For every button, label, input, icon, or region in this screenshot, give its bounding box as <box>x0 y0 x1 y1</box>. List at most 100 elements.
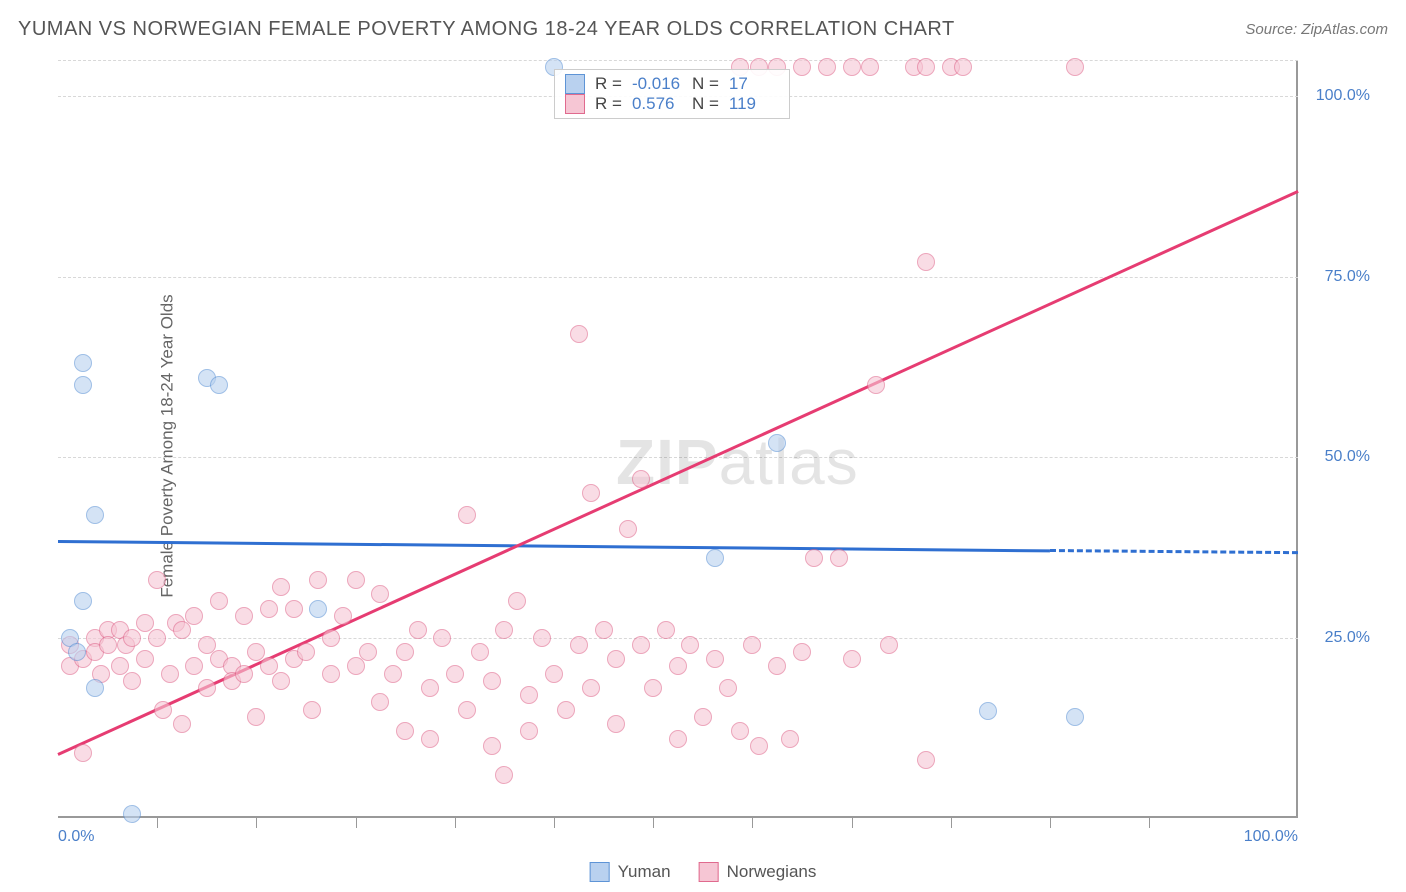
scatter-point <box>483 672 501 690</box>
y-tick-label: 75.0% <box>1325 268 1370 286</box>
scatter-point <box>570 636 588 654</box>
stats-row: R = 0.576 N = 119 <box>565 94 779 114</box>
scatter-point <box>706 650 724 668</box>
legend-swatch-norwegians <box>699 862 719 882</box>
stats-r-label: R = <box>595 74 622 94</box>
scatter-point <box>861 58 879 76</box>
scatter-point <box>917 253 935 271</box>
stats-swatch <box>565 74 585 94</box>
scatter-point <box>74 744 92 762</box>
grid-line <box>58 60 1298 61</box>
scatter-point <box>458 506 476 524</box>
x-tick <box>554 818 555 828</box>
scatter-point <box>74 376 92 394</box>
scatter-point <box>880 636 898 654</box>
x-tick <box>852 818 853 828</box>
scatter-point <box>272 672 290 690</box>
stats-n-label: N = <box>692 74 719 94</box>
source-value: ZipAtlas.com <box>1301 21 1388 38</box>
scatter-point <box>694 708 712 726</box>
scatter-point <box>185 607 203 625</box>
scatter-point <box>173 715 191 733</box>
scatter-point <box>495 621 513 639</box>
stats-n-value: 119 <box>729 94 779 114</box>
scatter-point <box>917 751 935 769</box>
scatter-point <box>74 354 92 372</box>
scatter-point <box>409 621 427 639</box>
scatter-point <box>322 629 340 647</box>
scatter-point <box>570 325 588 343</box>
x-tick <box>356 818 357 828</box>
scatter-point <box>210 592 228 610</box>
x-axis-line <box>58 816 1298 818</box>
x-tick-label: 0.0% <box>58 828 94 846</box>
scatter-point <box>595 621 613 639</box>
scatter-point <box>347 571 365 589</box>
header-row: YUMAN VS NORWEGIAN FEMALE POVERTY AMONG … <box>18 18 1388 41</box>
scatter-point <box>297 643 315 661</box>
scatter-point <box>731 722 749 740</box>
scatter-point <box>99 636 117 654</box>
scatter-point <box>954 58 972 76</box>
scatter-point <box>446 665 464 683</box>
scatter-point <box>657 621 675 639</box>
scatter-point <box>235 665 253 683</box>
scatter-point <box>384 665 402 683</box>
scatter-point <box>607 650 625 668</box>
scatter-point <box>644 679 662 697</box>
x-tick <box>256 818 257 828</box>
scatter-point <box>86 679 104 697</box>
chart-plot-area: 25.0%50.0%75.0%100.0%0.0%100.0%ZIPatlasR… <box>58 60 1298 818</box>
scatter-point <box>557 701 575 719</box>
legend-label-yuman: Yuman <box>618 862 671 882</box>
trend-line <box>1050 549 1298 554</box>
scatter-point <box>706 549 724 567</box>
scatter-point <box>123 672 141 690</box>
legend-item-yuman: Yuman <box>590 862 671 882</box>
scatter-point <box>68 643 86 661</box>
scatter-point <box>260 600 278 618</box>
scatter-point <box>247 708 265 726</box>
scatter-point <box>161 665 179 683</box>
grid-line <box>58 638 1298 639</box>
stats-row: R = -0.016 N = 17 <box>565 74 779 94</box>
scatter-point <box>396 643 414 661</box>
scatter-point <box>1066 58 1084 76</box>
scatter-point <box>582 679 600 697</box>
scatter-point <box>843 650 861 668</box>
scatter-point <box>185 657 203 675</box>
scatter-point <box>198 679 216 697</box>
scatter-point <box>309 571 327 589</box>
y-axis-line <box>1296 60 1298 818</box>
scatter-point <box>768 434 786 452</box>
scatter-point <box>520 686 538 704</box>
scatter-point <box>681 636 699 654</box>
scatter-point <box>781 730 799 748</box>
x-tick <box>1050 818 1051 828</box>
scatter-point <box>359 643 377 661</box>
source-label: Source: <box>1245 21 1297 38</box>
scatter-point <box>148 571 166 589</box>
legend-swatch-yuman <box>590 862 610 882</box>
x-tick <box>1149 818 1150 828</box>
x-tick <box>752 818 753 828</box>
scatter-point <box>719 679 737 697</box>
scatter-point <box>669 657 687 675</box>
legend-label-norwegians: Norwegians <box>727 862 817 882</box>
scatter-point <box>805 549 823 567</box>
x-tick <box>455 818 456 828</box>
scatter-point <box>322 665 340 683</box>
scatter-point <box>334 607 352 625</box>
scatter-point <box>136 650 154 668</box>
scatter-point <box>458 701 476 719</box>
x-tick <box>951 818 952 828</box>
scatter-point <box>154 701 172 719</box>
scatter-point <box>793 643 811 661</box>
scatter-point <box>371 693 389 711</box>
trend-line <box>58 540 1050 552</box>
scatter-point <box>917 58 935 76</box>
scatter-point <box>371 585 389 603</box>
scatter-point <box>632 470 650 488</box>
scatter-point <box>545 665 563 683</box>
stats-n-label: N = <box>692 94 719 114</box>
